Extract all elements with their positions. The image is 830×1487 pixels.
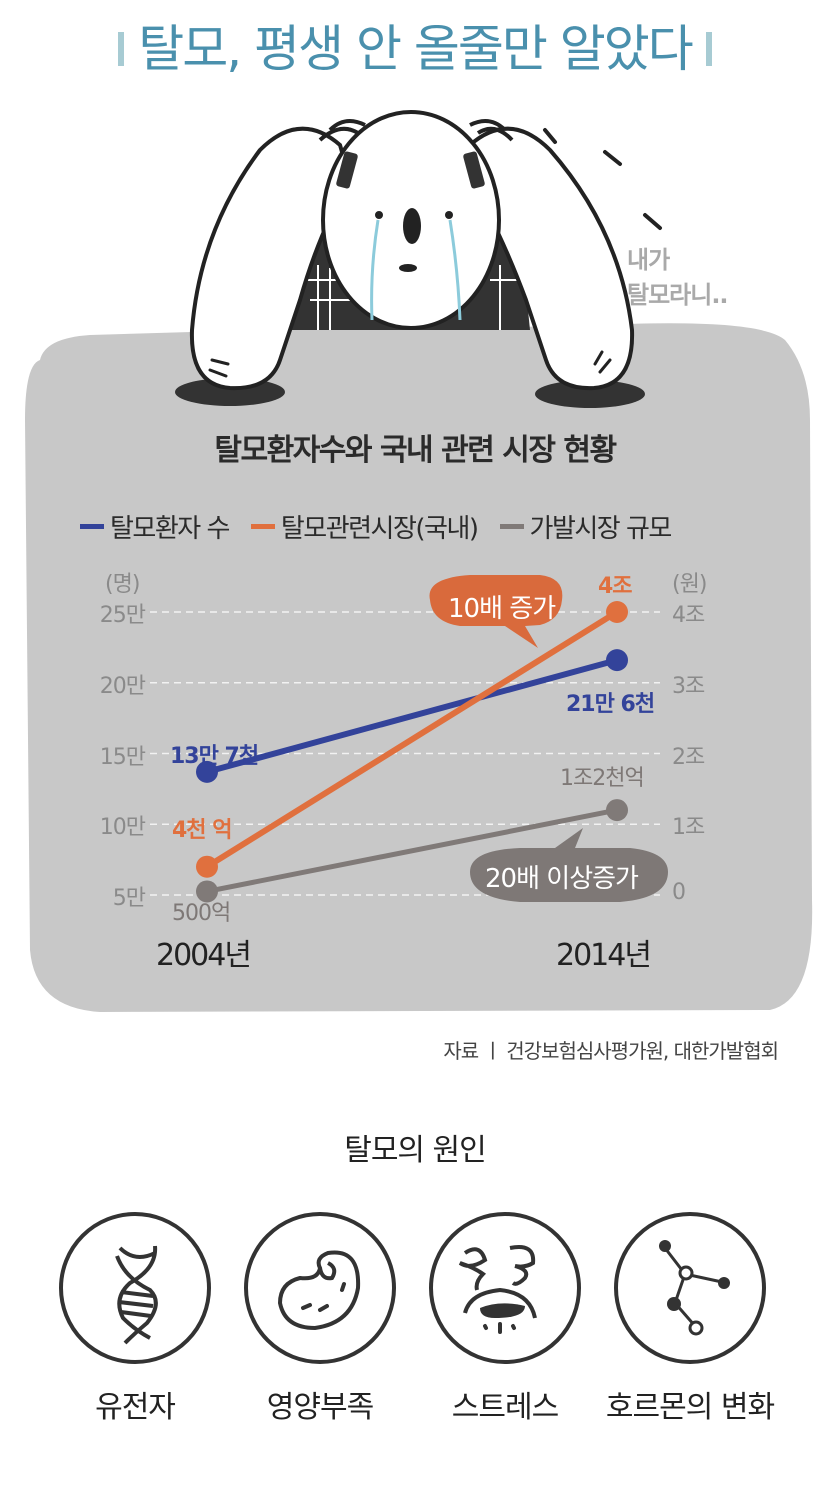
data-label-patients-2014: 21만 6천 — [566, 692, 655, 717]
annotation-bubble-20x — [470, 828, 668, 902]
legend-item-patients: 탈모환자 수 — [80, 508, 230, 545]
page-title-text: 탈모, 평생 안 올줄만 알았다 — [138, 20, 693, 78]
speech-line-2: 탈모라니.. — [627, 281, 729, 309]
x-tick-label-2004: 2004년 — [156, 938, 252, 973]
data-point-series-2-1 — [606, 799, 628, 822]
cause-item-hormones: 호르몬의 변화 — [605, 1208, 775, 1426]
data-point-series-0-1 — [606, 649, 628, 672]
stressed-face-icon — [429, 1212, 581, 1364]
right-tick-label: 3조 — [672, 673, 705, 699]
right-tick-label: 4조 — [672, 603, 705, 628]
series-line-2 — [204, 807, 620, 894]
legend-swatch-wig — [499, 524, 524, 529]
data-label-wig-2004: 500억 — [172, 901, 231, 926]
left-tick-label: 20만 — [99, 673, 146, 699]
legend-label-market: 탈모관련시장(국내) — [280, 514, 479, 544]
legend-label-patients: 탈모환자 수 — [110, 514, 230, 544]
crying-character-illustration — [175, 110, 662, 408]
cause-item-nutrition: 영양부족 — [235, 1208, 405, 1426]
legend-swatch-market — [250, 524, 275, 529]
page-title: 탈모, 평생 안 올줄만 알았다 — [118, 14, 712, 84]
legend-label-wig: 가발시장 규모 — [529, 514, 673, 544]
data-label-wig-2014: 1조2천억 — [560, 766, 645, 791]
annotation-10x-text: 10배 증가 — [448, 594, 556, 624]
legend-swatch-patients — [80, 524, 104, 529]
chart-legend: 탈모환자 수 탈모관련시장(국내) 가발시장 규모 — [80, 508, 673, 545]
left-axis-unit: (명) — [105, 572, 140, 597]
cause-item-stress: 스트레스 — [420, 1208, 590, 1426]
right-tick-label: 1조 — [672, 815, 705, 841]
series-line-1 — [204, 609, 620, 870]
speech-line-1: 내가 — [627, 246, 670, 274]
left-tick-label: 25만 — [99, 603, 146, 628]
source-note: 자료 ㅣ 건강보험심사평가원, 대한가발협회 — [443, 1039, 779, 1063]
annotation-20x-text: 20배 이상증가 — [485, 864, 639, 894]
cause-label: 영양부족 — [266, 1390, 374, 1425]
series-line-0 — [204, 657, 620, 775]
left-tick-label: 10만 — [99, 815, 146, 841]
x-tick-label-2014: 2014년 — [556, 938, 652, 973]
page-title-wrap: 탈모, 평생 안 올줄만 알았다 — [0, 14, 830, 84]
cause-label: 스트레스 — [451, 1390, 559, 1425]
left-tick-label: 5만 — [112, 886, 146, 911]
bean-icon — [244, 1212, 396, 1364]
causes-title: 탈모의 원인 — [344, 1133, 487, 1168]
data-point-series-0-0 — [196, 760, 218, 783]
annotation-bubble-10x — [429, 575, 563, 648]
data-point-series-1-1 — [606, 601, 628, 623]
data-label-market-2004: 4천 억 — [172, 818, 232, 843]
data-point-series-2-0 — [196, 880, 218, 903]
speech-bubble-text: 내가 탈모라니.. — [627, 243, 729, 313]
data-point-series-1-0 — [196, 855, 218, 878]
right-tick-label: 0 — [672, 880, 686, 905]
title-bar-right — [705, 32, 712, 66]
molecule-icon — [614, 1212, 766, 1364]
cause-item-genes: 유전자 — [50, 1208, 220, 1426]
dna-icon — [59, 1212, 211, 1364]
right-axis-unit: (원) — [672, 572, 707, 597]
cause-label: 유전자 — [95, 1390, 176, 1425]
legend-item-wig: 가발시장 규모 — [499, 508, 673, 545]
chart-title: 탈모환자수와 국내 관련 시장 현황 — [214, 433, 617, 468]
data-label-patients-2004: 13만 7천 — [170, 744, 259, 769]
cause-label: 호르몬의 변화 — [605, 1390, 775, 1425]
left-tick-label: 15만 — [99, 744, 146, 770]
right-tick-label: 2조 — [672, 744, 705, 770]
title-bar-left — [118, 32, 125, 66]
data-label-market-2014: 4조 — [598, 574, 633, 599]
legend-item-market: 탈모관련시장(국내) — [250, 508, 479, 545]
